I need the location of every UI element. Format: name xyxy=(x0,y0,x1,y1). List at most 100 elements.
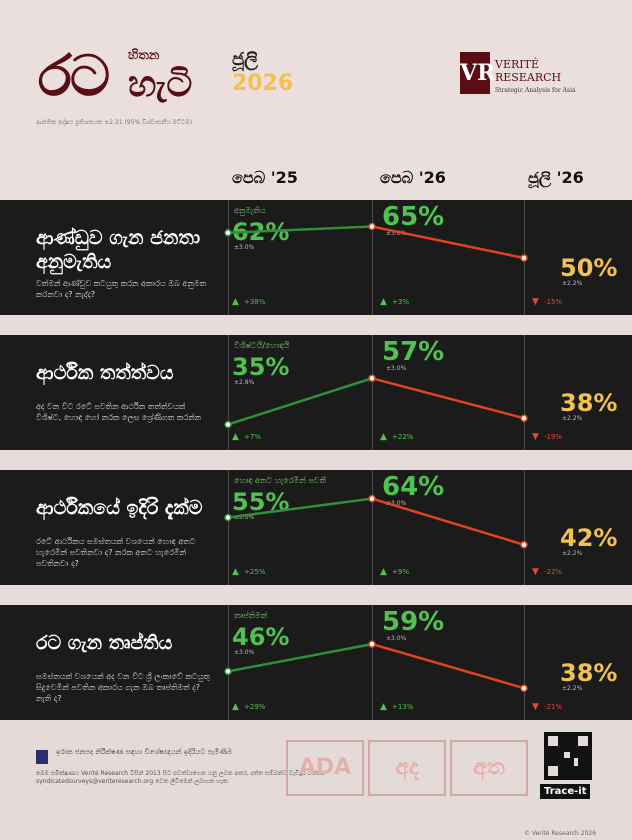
trend-segment-fall xyxy=(371,225,525,260)
panel-title: ආණ්ඩුව ගැන ජනතා අනුමැතිය xyxy=(36,227,201,273)
column-header-feb25: පෙබ '25 xyxy=(232,168,298,187)
change-label: +38% xyxy=(244,298,266,306)
data-point xyxy=(224,229,232,237)
data-point xyxy=(368,640,376,648)
media-logo-ada: ADA xyxy=(286,740,364,796)
change-label: -15% xyxy=(544,298,563,306)
error-margin: ±2.8% xyxy=(234,379,255,386)
data-point xyxy=(368,374,376,383)
data-label: 42% xyxy=(560,524,618,552)
trend-segment-rise xyxy=(227,642,373,673)
change-label: -19% xyxy=(544,433,563,441)
series-label: අනුමැතිය xyxy=(234,206,266,215)
change-label: +25% xyxy=(244,568,266,576)
divider xyxy=(228,605,229,720)
trend-segment-fall xyxy=(371,497,525,546)
divider xyxy=(372,200,373,315)
data-point xyxy=(520,684,528,692)
error-margin: ±3.0% xyxy=(386,635,407,642)
indicator-panel: ආර්ථිකයේ ඉදිරි දැක්ම රටේ ආර්ථිකය සමස්තයක්… xyxy=(0,470,632,585)
data-label: 38% xyxy=(560,659,618,687)
trace-it-label: Trace-it xyxy=(540,784,591,799)
error-margin: ±3.0% xyxy=(386,230,407,237)
change-label: +9% xyxy=(392,568,409,576)
arrow-up-icon: ▲ xyxy=(380,432,387,442)
divider xyxy=(372,335,373,450)
arrow-up-icon: ▲ xyxy=(232,567,239,577)
data-point xyxy=(368,494,376,503)
data-point xyxy=(520,541,528,549)
brand-title-small: හිතන xyxy=(128,48,160,63)
divider xyxy=(228,335,229,450)
edition-label: ජූලි 2026 xyxy=(232,48,293,96)
copyright: © Verité Research 2026 xyxy=(524,830,597,837)
change-label: +13% xyxy=(392,703,414,711)
data-label: 59% xyxy=(382,607,445,637)
arrow-down-icon: ▼ xyxy=(532,567,539,577)
series-label: හොඳ අතට හැරෙමින් පවතී xyxy=(234,476,326,485)
arrow-up-icon: ▲ xyxy=(232,432,239,442)
arrow-up-icon: ▲ xyxy=(232,297,239,307)
brand-title: රට xyxy=(38,43,110,109)
arrow-up-icon: ▲ xyxy=(232,702,239,712)
footer: ඉරාන ජනපද නිරීක්ෂණ සඳහා විශේෂඥයන් ඉදිරිය… xyxy=(0,720,632,840)
panel-question: රටේ ආර්ථිකය සමස්තයක් වශයෙන් හොඳ අතට හැරෙ… xyxy=(36,537,196,568)
trend-chart xyxy=(224,374,528,429)
arrow-up-icon: ▲ xyxy=(380,702,387,712)
data-point xyxy=(520,414,528,422)
data-label: 50% xyxy=(560,254,618,282)
indicator-panel: රට ගැන තෘප්තිය සමස්තයක් වශයෙන් අද වන විට … xyxy=(0,605,632,720)
data-label: 35% xyxy=(232,353,290,381)
trend-chart xyxy=(224,640,528,692)
panel-question: සමස්තයක් වශයෙන් අද වන විට ශ්‍රී ලංකාවේ ක… xyxy=(36,672,210,703)
change-label: -22% xyxy=(544,568,563,576)
org-tagline: Strategic Analysis for Asia xyxy=(495,87,576,94)
change-label: +22% xyxy=(392,433,414,441)
series-label: තෘප්තිමත් xyxy=(234,611,268,620)
divider xyxy=(228,200,229,315)
verite-logo-icon: VR xyxy=(460,52,495,94)
error-margin: ±2.2% xyxy=(562,415,583,422)
data-point xyxy=(368,222,376,231)
footer-credit: ඉරාන ජනපද නිරීක්ෂණ සඳහා විශේෂඥයන් ඉදිරිය… xyxy=(56,748,233,756)
data-point xyxy=(224,420,232,429)
panel-title: ආර්ථික තත්ත්වය xyxy=(36,362,174,384)
trend-chart xyxy=(224,494,528,549)
indicator-panel: ආණ්ඩුව ගැන ජනතා අනුමැතිය වත්මන් ආණ්ඩුව කට… xyxy=(0,200,632,315)
error-margin: ±2.2% xyxy=(562,550,583,557)
footer-note: මෙම සමීක්ෂණය Verité Research විසින් 2013… xyxy=(36,770,325,785)
panel-title: රට ගැන තෘප්තිය xyxy=(36,632,173,654)
column-header-jul26: ජූලි '26 xyxy=(528,168,584,187)
error-margin: ±2.2% xyxy=(562,280,583,287)
divider xyxy=(372,605,373,720)
data-point xyxy=(520,254,528,262)
data-label: 57% xyxy=(382,337,445,367)
error-margin: ±2.2% xyxy=(562,685,583,692)
change-label: -21% xyxy=(544,703,563,711)
arrow-up-icon: ▲ xyxy=(380,567,387,577)
error-margin: ±3.0% xyxy=(386,500,407,507)
trend-segment-rise xyxy=(227,225,373,235)
verite-logo-text: VERITÉ RESEARCH Strategic Analysis for A… xyxy=(495,58,576,97)
data-label: 46% xyxy=(232,623,290,651)
error-margin: ±3.0% xyxy=(234,649,255,656)
data-label: 64% xyxy=(382,472,445,502)
column-header-feb26: පෙබ '26 xyxy=(380,168,446,187)
change-label: +7% xyxy=(244,433,261,441)
trend-segment-rise xyxy=(227,497,373,519)
arrow-down-icon: ▼ xyxy=(532,297,539,307)
data-point xyxy=(224,513,232,522)
change-label: +29% xyxy=(244,703,266,711)
qr-code-icon[interactable] xyxy=(544,732,592,780)
arrow-up-icon: ▲ xyxy=(380,297,387,307)
edition-year: 2026 xyxy=(232,71,294,96)
brand-title-second: හැටි xyxy=(128,63,193,105)
org-line1: VERITÉ xyxy=(495,58,539,71)
divider xyxy=(524,470,525,585)
trend-segment-fall xyxy=(371,377,525,420)
edition-month: ජූලි xyxy=(232,49,258,70)
error-margin: ±3.0% xyxy=(234,514,255,521)
header: රට හිතන හැටි ජූලි 2026 ආන්තික දෝෂය ප්‍රත… xyxy=(0,0,632,200)
trend-segment-fall xyxy=(371,642,525,690)
org-line2: RESEARCH xyxy=(495,71,562,84)
